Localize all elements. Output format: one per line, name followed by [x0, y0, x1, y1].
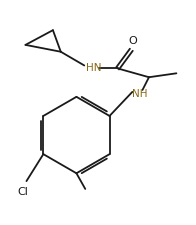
Text: O: O	[128, 36, 137, 46]
Text: Cl: Cl	[18, 187, 28, 197]
Text: NH: NH	[132, 89, 148, 99]
Text: HN: HN	[86, 63, 102, 73]
